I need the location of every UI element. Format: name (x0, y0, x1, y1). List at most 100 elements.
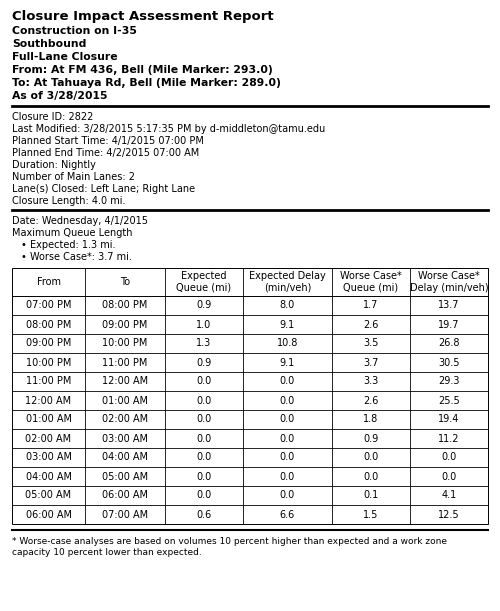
Text: Date: Wednesday, 4/1/2015: Date: Wednesday, 4/1/2015 (12, 216, 148, 226)
Text: 01:00 AM: 01:00 AM (102, 395, 148, 406)
Text: 08:00 PM: 08:00 PM (26, 320, 71, 329)
Text: 06:00 AM: 06:00 AM (26, 510, 72, 519)
Text: 03:00 AM: 03:00 AM (102, 433, 148, 444)
Text: 9.1: 9.1 (280, 320, 295, 329)
Text: 0.0: 0.0 (196, 453, 212, 463)
Text: 0.0: 0.0 (196, 472, 212, 481)
Text: 13.7: 13.7 (438, 301, 460, 310)
Text: 10:00 PM: 10:00 PM (26, 357, 71, 367)
Text: 0.0: 0.0 (196, 433, 212, 444)
Text: 0.0: 0.0 (280, 472, 295, 481)
Text: 1.5: 1.5 (364, 510, 378, 519)
Text: •: • (20, 252, 26, 262)
Text: 03:00 AM: 03:00 AM (26, 453, 72, 463)
Text: 1.3: 1.3 (196, 338, 212, 348)
Text: 9.1: 9.1 (280, 357, 295, 367)
Text: Expected
Queue (mi): Expected Queue (mi) (176, 271, 232, 293)
Text: Lane(s) Closed: Left Lane; Right Lane: Lane(s) Closed: Left Lane; Right Lane (12, 184, 195, 194)
Text: 0.0: 0.0 (196, 395, 212, 406)
Text: Closure ID: 2822: Closure ID: 2822 (12, 112, 94, 122)
Bar (12, 268, 488, 524)
Text: Duration: Nightly: Duration: Nightly (12, 160, 96, 170)
Text: Closure Length: 4.0 mi.: Closure Length: 4.0 mi. (12, 196, 126, 206)
Text: 04:00 AM: 04:00 AM (26, 472, 72, 481)
Text: 12:00 AM: 12:00 AM (102, 376, 148, 387)
Text: 07:00 PM: 07:00 PM (26, 301, 72, 310)
Text: 12:00 AM: 12:00 AM (26, 395, 72, 406)
Text: To: At Tahuaya Rd, Bell (Mile Marker: 289.0): To: At Tahuaya Rd, Bell (Mile Marker: 28… (12, 78, 281, 88)
Text: 09:00 PM: 09:00 PM (26, 338, 71, 348)
Text: 11:00 PM: 11:00 PM (26, 376, 71, 387)
Text: •: • (20, 240, 26, 250)
Text: 6.6: 6.6 (280, 510, 295, 519)
Text: 0.0: 0.0 (280, 453, 295, 463)
Text: 1.7: 1.7 (364, 301, 378, 310)
Text: 0.0: 0.0 (280, 414, 295, 425)
Text: 26.8: 26.8 (438, 338, 460, 348)
Text: Planned Start Time: 4/1/2015 07:00 PM: Planned Start Time: 4/1/2015 07:00 PM (12, 136, 204, 146)
Text: 10:00 PM: 10:00 PM (102, 338, 148, 348)
Text: 11:00 PM: 11:00 PM (102, 357, 148, 367)
Text: Construction on I-35: Construction on I-35 (12, 26, 137, 36)
Text: 0.0: 0.0 (196, 491, 212, 500)
Text: 05:00 AM: 05:00 AM (26, 491, 72, 500)
Text: Planned End Time: 4/2/2015 07:00 AM: Planned End Time: 4/2/2015 07:00 AM (12, 148, 199, 158)
Text: 04:00 AM: 04:00 AM (102, 453, 148, 463)
Text: 8.0: 8.0 (280, 301, 295, 310)
Text: 0.0: 0.0 (280, 376, 295, 387)
Text: 0.9: 0.9 (196, 301, 212, 310)
Text: As of 3/28/2015: As of 3/28/2015 (12, 91, 108, 101)
Text: 0.0: 0.0 (280, 433, 295, 444)
Text: * Worse-case analyses are based on volumes 10 percent higher than expected and a: * Worse-case analyses are based on volum… (12, 537, 447, 546)
Text: 0.0: 0.0 (196, 414, 212, 425)
Text: Number of Main Lanes: 2: Number of Main Lanes: 2 (12, 172, 135, 182)
Text: 0.1: 0.1 (364, 491, 378, 500)
Text: 0.0: 0.0 (442, 453, 456, 463)
Text: 1.8: 1.8 (364, 414, 378, 425)
Text: 19.7: 19.7 (438, 320, 460, 329)
Text: 06:00 AM: 06:00 AM (102, 491, 148, 500)
Text: Expected: 1.3 mi.: Expected: 1.3 mi. (30, 240, 116, 250)
Text: To: To (120, 277, 130, 287)
Text: 07:00 AM: 07:00 AM (102, 510, 148, 519)
Text: 0.0: 0.0 (196, 376, 212, 387)
Text: Expected Delay
(min/veh): Expected Delay (min/veh) (249, 271, 326, 293)
Text: 30.5: 30.5 (438, 357, 460, 367)
Text: 0.0: 0.0 (442, 472, 456, 481)
Text: 12.5: 12.5 (438, 510, 460, 519)
Text: Worse Case*
Queue (mi): Worse Case* Queue (mi) (340, 271, 402, 293)
Text: 0.9: 0.9 (196, 357, 212, 367)
Text: Worse Case*: 3.7 mi.: Worse Case*: 3.7 mi. (30, 252, 132, 262)
Text: Full-Lane Closure: Full-Lane Closure (12, 52, 118, 62)
Text: 02:00 AM: 02:00 AM (26, 433, 72, 444)
Text: 4.1: 4.1 (442, 491, 456, 500)
Text: 3.3: 3.3 (364, 376, 378, 387)
Text: 0.9: 0.9 (364, 433, 378, 444)
Text: From: At FM 436, Bell (Mile Marker: 293.0): From: At FM 436, Bell (Mile Marker: 293.… (12, 65, 273, 75)
Text: 11.2: 11.2 (438, 433, 460, 444)
Text: 2.6: 2.6 (364, 395, 378, 406)
Text: 09:00 PM: 09:00 PM (102, 320, 148, 329)
Text: 3.7: 3.7 (364, 357, 378, 367)
Text: 0.0: 0.0 (280, 491, 295, 500)
Text: From: From (36, 277, 60, 287)
Text: 0.0: 0.0 (364, 472, 378, 481)
Text: 1.0: 1.0 (196, 320, 212, 329)
Text: Maximum Queue Length: Maximum Queue Length (12, 228, 132, 238)
Text: 2.6: 2.6 (364, 320, 378, 329)
Text: 0.0: 0.0 (280, 395, 295, 406)
Text: 10.8: 10.8 (277, 338, 298, 348)
Text: 01:00 AM: 01:00 AM (26, 414, 72, 425)
Text: 02:00 AM: 02:00 AM (102, 414, 148, 425)
Text: 05:00 AM: 05:00 AM (102, 472, 148, 481)
Text: Worse Case*
Delay (min/veh): Worse Case* Delay (min/veh) (410, 271, 488, 293)
Text: 19.4: 19.4 (438, 414, 460, 425)
Text: 25.5: 25.5 (438, 395, 460, 406)
Text: Southbound: Southbound (12, 39, 86, 49)
Text: Closure Impact Assessment Report: Closure Impact Assessment Report (12, 10, 274, 23)
Text: capacity 10 percent lower than expected.: capacity 10 percent lower than expected. (12, 548, 202, 557)
Text: Last Modified: 3/28/2015 5:17:35 PM by d-middleton@tamu.edu: Last Modified: 3/28/2015 5:17:35 PM by d… (12, 124, 325, 134)
Text: 0.0: 0.0 (364, 453, 378, 463)
Text: 08:00 PM: 08:00 PM (102, 301, 148, 310)
Text: 0.6: 0.6 (196, 510, 212, 519)
